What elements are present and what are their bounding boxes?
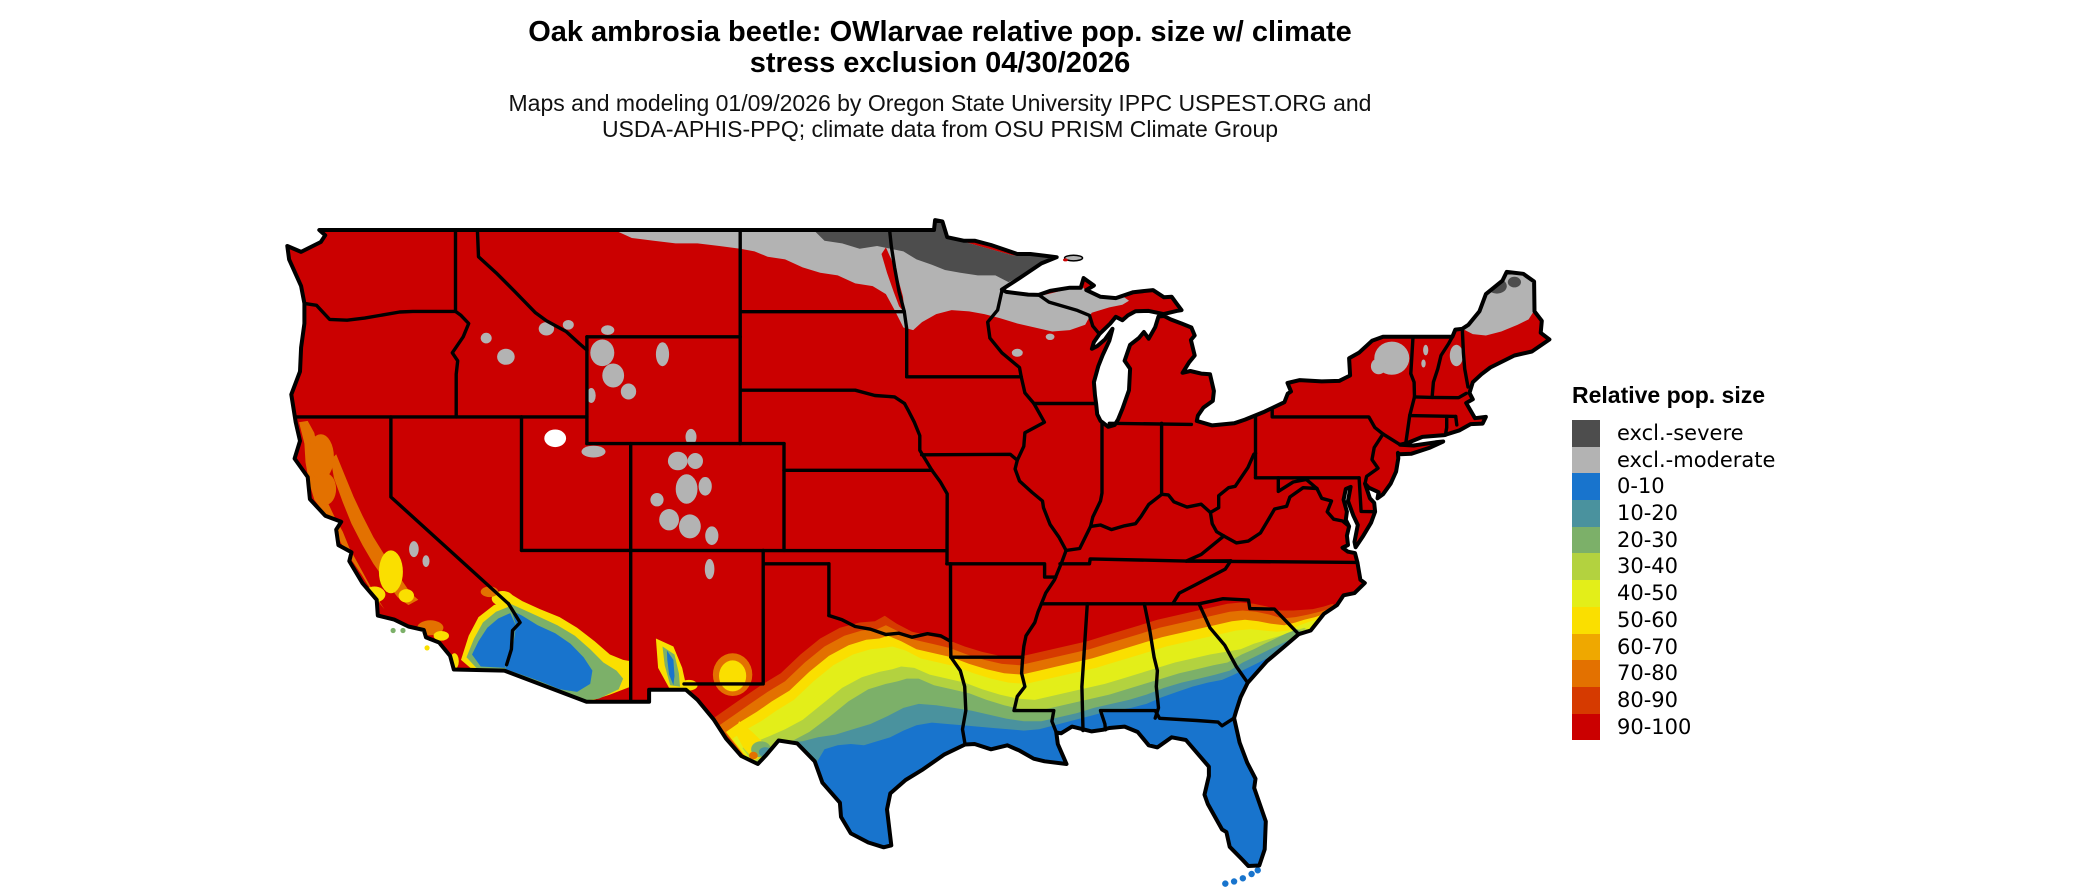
- legend-row: 90-100: [1572, 713, 1892, 741]
- title-line-2: stress exclusion 04/30/2026: [749, 47, 1131, 79]
- legend-row: 50-60: [1572, 606, 1892, 634]
- subtitle-line-2: USDA-APHIS-PPQ; climate data from OSU PR…: [601, 116, 1279, 142]
- legend-row: 60-70: [1572, 633, 1892, 661]
- legend-swatch: [1572, 446, 1600, 474]
- legend-label: 50-60: [1617, 607, 1679, 632]
- legend: Relative pop. size excl.-severe excl.-mod…: [1572, 382, 1892, 741]
- legend-row: excl.-severe: [1572, 420, 1892, 447]
- legend-label: excl.-severe: [1617, 421, 1744, 445]
- legend-row: 80-90: [1572, 686, 1892, 714]
- legend-swatch: [1572, 633, 1600, 661]
- subtitle-line-1: Maps and modeling 01/09/2026 by Oregon S…: [508, 90, 1372, 116]
- legend-label: 0-10: [1617, 474, 1665, 499]
- legend-swatch: [1572, 606, 1600, 634]
- legend-label: 40-50: [1617, 581, 1679, 606]
- figure-subtitle: Maps and modeling 01/09/2026 by Oregon S…: [0, 90, 1880, 142]
- legend-swatch: [1572, 420, 1600, 447]
- legend-label: 90-100: [1617, 714, 1692, 739]
- legend-title: Relative pop. size: [1572, 382, 1766, 408]
- legend-label: 70-80: [1617, 661, 1679, 686]
- page-title: Oak ambrosia beetle: OWlarvae relative p…: [0, 17, 1880, 79]
- legend-row: 10-20: [1572, 500, 1892, 527]
- legend-row: 40-50: [1572, 580, 1892, 607]
- islands: [390, 254, 1261, 887]
- legend-swatch: [1572, 473, 1600, 501]
- legend-row: 0-10: [1572, 473, 1892, 501]
- legend-row: 30-40: [1572, 553, 1892, 581]
- state-borders: [294, 228, 1470, 747]
- legend-label: 20-30: [1617, 527, 1679, 552]
- legend-label: 80-90: [1617, 687, 1679, 712]
- legend-swatch: [1572, 553, 1600, 581]
- legend-row: excl.-moderate: [1572, 446, 1892, 474]
- legend-swatch: [1572, 686, 1600, 714]
- legend-label: excl.-moderate: [1617, 447, 1776, 472]
- legend-swatch: [1572, 580, 1600, 607]
- legend-label: 60-70: [1617, 634, 1679, 659]
- legend-label: 10-20: [1617, 501, 1679, 526]
- legend-swatch: [1572, 713, 1600, 741]
- legend-row: 70-80: [1572, 660, 1892, 687]
- legend-swatch: [1572, 500, 1600, 527]
- us-choropleth-map: [285, 218, 1552, 887]
- conus-outline: [285, 218, 1552, 868]
- legend-entries: excl.-severe excl.-moderate 0-10 10-20 20-30…: [1572, 420, 1892, 741]
- legend-label: 30-40: [1617, 554, 1679, 579]
- legend-swatch: [1572, 660, 1600, 687]
- legend-swatch: [1572, 526, 1600, 554]
- title-line-1: Oak ambrosia beetle: OWlarvae relative p…: [528, 16, 1352, 48]
- us-map: [250, 200, 1590, 892]
- legend-row: 20-30: [1572, 526, 1892, 554]
